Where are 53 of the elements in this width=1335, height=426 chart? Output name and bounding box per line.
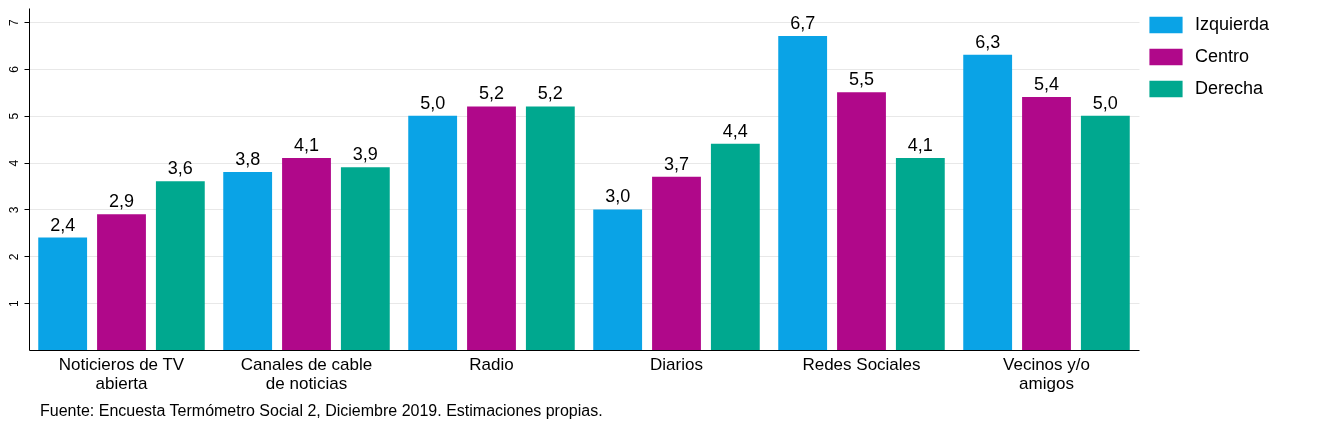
bar: [223, 171, 273, 350]
bar: [1022, 97, 1071, 350]
y-tick-label: 2: [6, 253, 21, 261]
legend-label: Centro: [1195, 46, 1250, 66]
bar: [340, 167, 390, 350]
bar: [408, 115, 458, 350]
x-tick-label: Radio: [469, 354, 514, 374]
source-note: Fuente: Encuesta Termómetro Social 2, Diciembre 2019. Estimaciones propias.: [40, 402, 603, 420]
data-label: 2,9: [108, 191, 135, 212]
data-label: 5,0: [420, 92, 446, 113]
data-label: 5,4: [1033, 74, 1060, 95]
data-label: 4,1: [293, 134, 320, 155]
legend-label: Izquierda: [1195, 14, 1271, 34]
bar: [837, 92, 886, 350]
x-tick-label: Redes Sociales: [802, 354, 921, 374]
data-label: 3,6: [167, 158, 193, 179]
y-tick-label: 3: [6, 206, 21, 214]
y-tick-label: 1: [6, 299, 21, 307]
data-label: 5,2: [478, 83, 505, 104]
data-label: 3,0: [605, 186, 631, 207]
bar: [1080, 115, 1130, 350]
y-tick-label: 4: [6, 159, 21, 167]
y-tick-label: 7: [6, 18, 21, 26]
y-tick-label: 5: [6, 112, 21, 120]
data-label: 6,3: [975, 31, 1001, 52]
data-label: 5,0: [1092, 92, 1118, 113]
data-label: 5,2: [537, 83, 563, 104]
bar: [282, 157, 331, 350]
x-tick-label: Canales de cable de noticias: [240, 354, 373, 393]
data-label: 4,1: [907, 134, 933, 155]
bar: [895, 157, 945, 350]
bar: [525, 106, 575, 350]
data-label: 3,8: [235, 148, 261, 169]
data-label: 3,9: [352, 144, 378, 165]
data-label: 3,7: [663, 153, 690, 174]
data-label: 5,5: [848, 69, 875, 90]
bar: [963, 54, 1013, 350]
bar: [38, 237, 88, 350]
y-tick-label: 6: [6, 65, 21, 73]
x-tick-label: Diarios: [650, 354, 703, 374]
bar: [155, 181, 205, 350]
x-tick-label: Noticieros de TV abierta: [58, 354, 185, 393]
bar: [97, 214, 146, 350]
bar: [778, 36, 828, 350]
bar: [467, 106, 516, 350]
bar: [652, 176, 701, 350]
data-label: 6,7: [790, 13, 816, 34]
legend-label: Derecha: [1195, 78, 1265, 98]
data-label: 2,4: [50, 214, 76, 235]
bar: [710, 143, 760, 350]
x-tick-label: Vecinos y/o amigos: [1003, 354, 1090, 393]
bar: [593, 209, 643, 350]
data-label: 4,4: [722, 120, 748, 141]
